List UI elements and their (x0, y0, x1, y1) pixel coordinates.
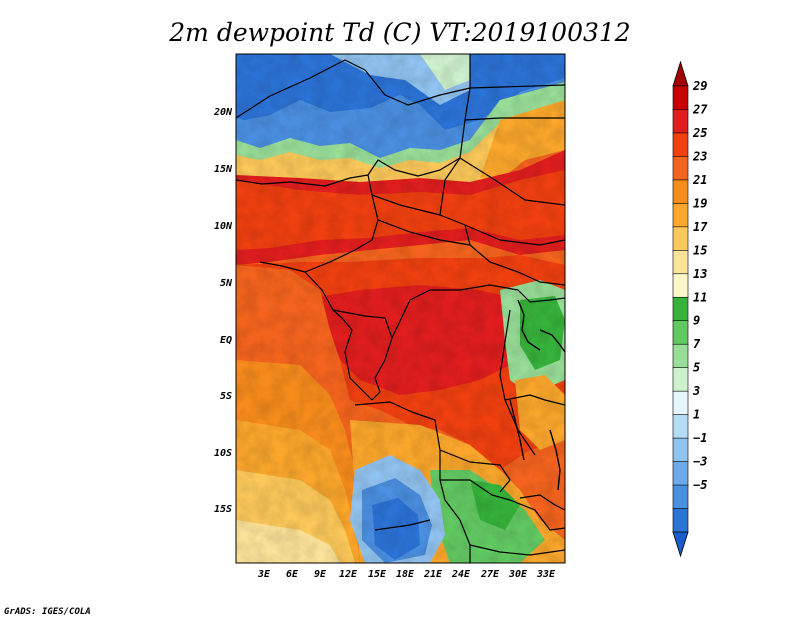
lat-label: 10S (214, 448, 232, 459)
colorbar-segment (672, 179, 689, 205)
colorbar-segment (672, 508, 689, 533)
lon-label: 9E (314, 569, 327, 580)
colorbar-segment (672, 296, 689, 322)
longitude-labels: 3E 6E 9E 12E 15E 18E 21E 24E 27E 30E 33E (257, 569, 556, 580)
colorbar-segment (672, 203, 689, 228)
lon-label: 21E (423, 569, 443, 580)
colorbar-label: −1 (693, 431, 707, 445)
lat-label: 20N (213, 107, 233, 118)
lat-label: 15N (214, 164, 233, 175)
colorbar-segment (672, 273, 689, 299)
colorbar-label: 29 (692, 79, 707, 93)
lat-label: 10N (214, 221, 233, 232)
colorbar-label: −5 (693, 478, 707, 492)
colorbar-bottom-arrow (672, 531, 689, 558)
map-title: 2m dewpoint Td (C) VT:2019100312 (168, 18, 630, 47)
colorbar-label: 17 (693, 220, 708, 234)
colorbar-label: 1 (693, 408, 700, 422)
colorbar-segment (672, 437, 689, 463)
colorbar-segment (672, 132, 689, 158)
colorbar-segment (672, 367, 689, 392)
colorbar-segment (672, 414, 689, 439)
colorbar-label: 23 (692, 149, 707, 163)
map-frame (235, 53, 566, 564)
colorbar-segment (672, 461, 689, 486)
colorbar-label: 9 (693, 314, 700, 328)
colorbar-segment (672, 320, 689, 346)
lon-label: 6E (286, 569, 299, 580)
lon-label: 33E (536, 569, 556, 580)
colorbar-segment (672, 156, 689, 181)
colorbar-label: 13 (693, 267, 707, 281)
grads-credit: GrADS: IGES/COLA (4, 607, 91, 617)
colorbar-label: 3 (692, 384, 700, 398)
colorbar-label: 19 (693, 196, 707, 210)
lon-label: 30E (508, 569, 528, 580)
lat-label: EQ (220, 335, 232, 346)
colorbar-label: 27 (692, 102, 708, 116)
lat-label: 5S (220, 391, 232, 402)
colorbar-segment (672, 85, 689, 111)
lat-label: 5N (220, 278, 233, 289)
colorbar-segment (672, 109, 689, 134)
colorbar-label: 5 (693, 361, 700, 375)
lon-label: 3E (257, 569, 271, 580)
colorbar: 29 27 25 23 21 19 17 15 13 11 9 7 5 3 1 −1 −3 −5 (672, 60, 708, 558)
lon-label: 12E (339, 569, 358, 580)
dewpoint-map (236, 54, 565, 563)
colorbar-top-arrow (672, 60, 689, 87)
lon-label: 15E (368, 569, 387, 580)
lat-label: 15S (214, 504, 232, 515)
colorbar-segment (672, 390, 689, 416)
colorbar-label: 11 (693, 290, 707, 304)
lon-label: 27E (480, 569, 500, 580)
latitude-labels: 20N 15N 10N 5N EQ 5S 10S 15S (213, 107, 233, 515)
colorbar-segment (672, 226, 689, 252)
colorbar-segment (672, 250, 689, 275)
lon-label: 18E (396, 569, 415, 580)
colorbar-segment (672, 343, 689, 369)
colorbar-label: 21 (692, 173, 707, 187)
colorbar-label: 15 (693, 243, 707, 257)
lon-label: 24E (451, 569, 471, 580)
colorbar-label: −3 (693, 455, 707, 469)
colorbar-label: 7 (693, 337, 701, 351)
colorbar-segment (672, 484, 689, 510)
colorbar-label: 25 (692, 126, 707, 140)
